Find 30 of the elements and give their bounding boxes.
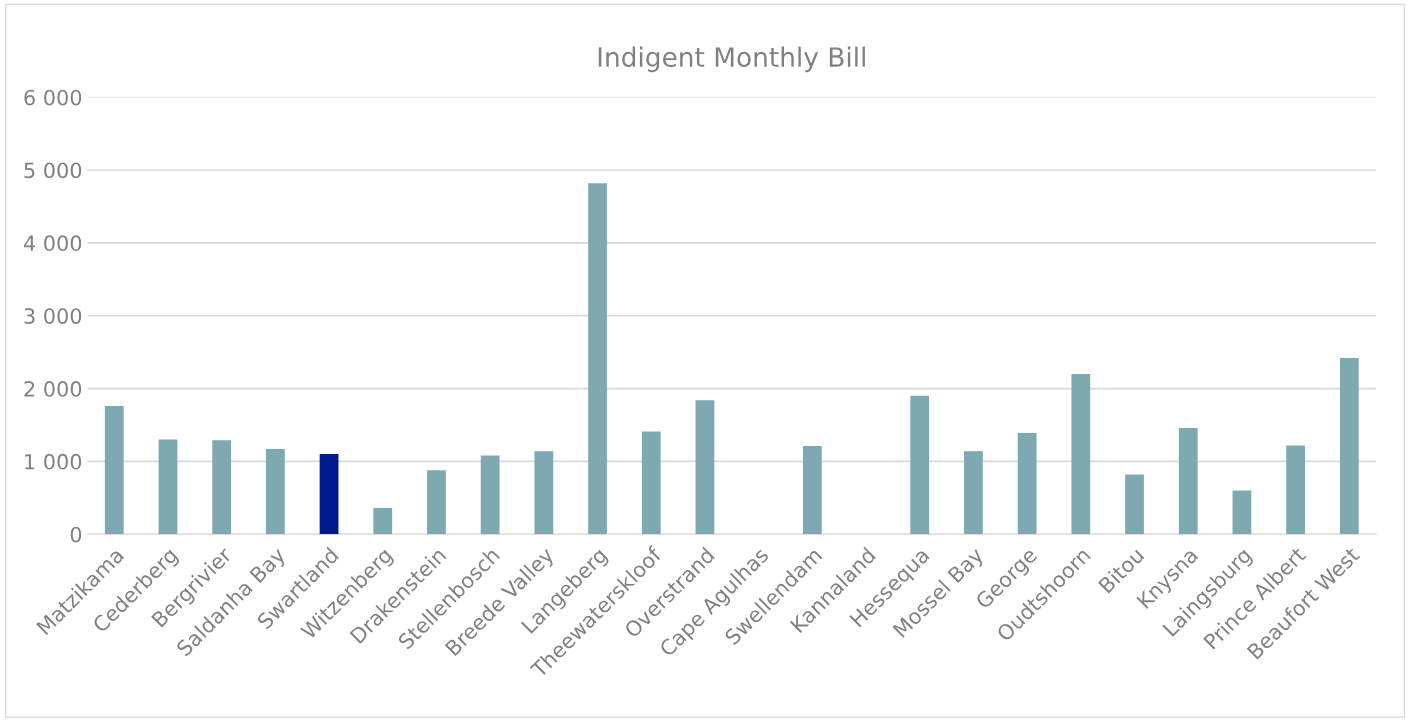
bar — [1125, 474, 1144, 535]
bar — [1178, 427, 1198, 535]
bar — [1017, 432, 1037, 535]
bar — [1286, 445, 1306, 535]
bar — [212, 440, 232, 535]
bar — [480, 455, 500, 535]
y-tick-label: 0 — [70, 526, 82, 543]
y-tick-label: 5 000 — [24, 162, 82, 179]
y-tick-label: 3 000 — [24, 308, 82, 324]
bar — [158, 439, 178, 535]
y-tick-label: 1 000 — [25, 453, 82, 470]
bar — [104, 406, 124, 535]
bar — [802, 446, 822, 535]
bar — [319, 454, 339, 535]
bar — [534, 451, 554, 535]
y-tick-label: 4 000 — [23, 235, 82, 252]
bar — [373, 508, 393, 535]
bar — [964, 451, 983, 535]
chart-title: Indigent Monthly Bill — [598, 46, 865, 73]
bar — [1071, 373, 1091, 535]
bar — [427, 470, 446, 535]
bar — [1339, 357, 1359, 535]
bar — [1232, 490, 1252, 535]
y-tick-label: 6 000 — [24, 89, 82, 106]
bar — [588, 183, 607, 535]
bar — [695, 400, 715, 535]
bar — [910, 395, 930, 535]
bar — [641, 431, 661, 535]
bar — [265, 449, 285, 535]
y-tick-label: 2 000 — [24, 381, 82, 397]
